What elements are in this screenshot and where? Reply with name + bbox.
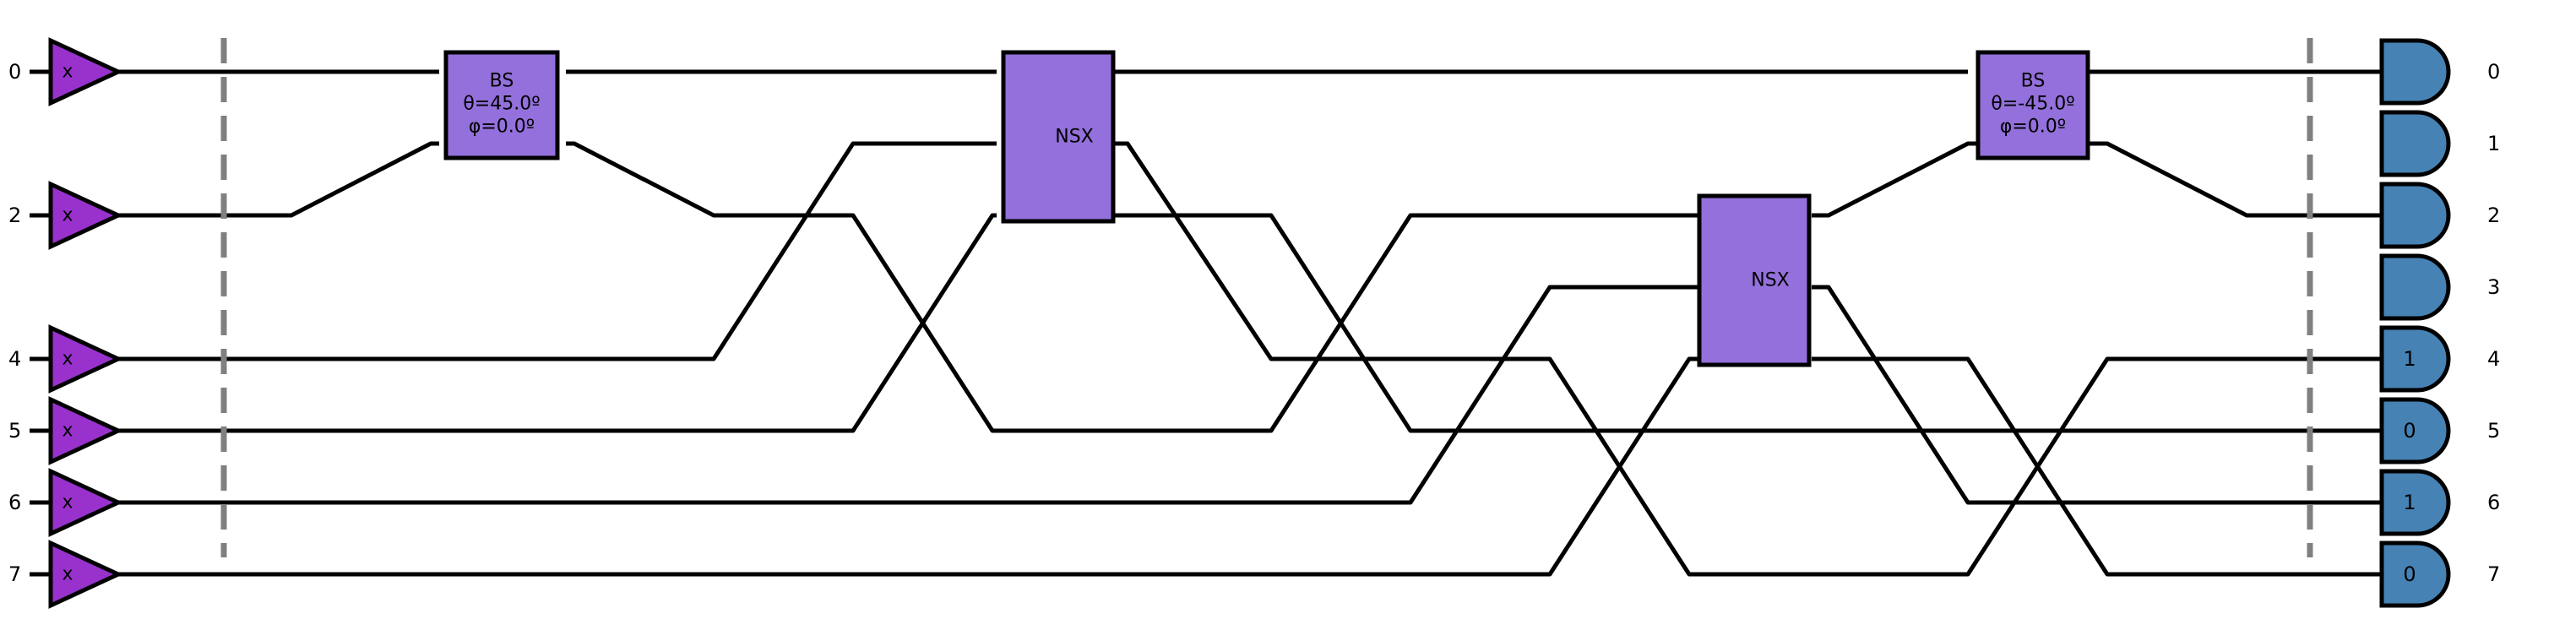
- source-mode-2[interactable]: x: [48, 181, 123, 250]
- detector-mode-5[interactable]: 0: [2379, 397, 2451, 464]
- gate-theta: θ=-45.0º: [1991, 94, 2074, 115]
- wire-nsx2-out-lower: [1812, 356, 2399, 577]
- gate-name: BS: [490, 71, 514, 92]
- wire-mode-4: [118, 141, 997, 361]
- detector-value: 0: [2403, 419, 2416, 443]
- mode-label-right: 5: [2487, 419, 2500, 443]
- wire-nsx2-out-mid: [1812, 285, 2399, 505]
- nsx-gate-2[interactable]: NSX: [1697, 193, 1812, 367]
- wires: [30, 69, 2399, 577]
- wire-nsx2-out-upper: [1812, 141, 1976, 218]
- mode-label-left: 4: [8, 347, 21, 371]
- right-mode-labels: 0 1 2 3 4 5 6 7: [2487, 60, 2500, 586]
- detector-mode-3[interactable]: [2379, 253, 2451, 321]
- wire-bs2-out-lower: [2086, 141, 2399, 218]
- mode-label-right: 0: [2487, 60, 2500, 84]
- mode-label-left: 7: [8, 562, 21, 586]
- detector-value: 0: [2403, 562, 2416, 586]
- source-label: x: [62, 564, 73, 585]
- source-label: x: [62, 205, 73, 226]
- source-mode-0[interactable]: x: [48, 37, 123, 106]
- gate-name: NSX: [1751, 270, 1790, 291]
- gate-phi: φ=0.0º: [469, 117, 535, 138]
- mode-label-left: 0: [8, 60, 21, 84]
- wire-mode-5: [118, 213, 997, 433]
- detector-value: 1: [2403, 491, 2416, 514]
- mode-label-left: 5: [8, 419, 21, 443]
- detector-mode-6[interactable]: 1: [2379, 469, 2451, 536]
- source-label: x: [62, 492, 73, 513]
- wire-bs1-out-lower: [566, 141, 1698, 433]
- wire-source-stubs: [30, 69, 51, 577]
- mode-label-right: 6: [2487, 491, 2500, 514]
- beam-splitter-gate-1[interactable]: BS θ=45.0º φ=0.0º: [443, 50, 560, 160]
- source-mode-5[interactable]: x: [48, 396, 123, 465]
- source-mode-4[interactable]: x: [48, 324, 123, 394]
- detector-mode-1[interactable]: [2379, 110, 2451, 177]
- sources: x x x x x x: [48, 37, 123, 609]
- source-label: x: [62, 421, 73, 442]
- detector-value: 1: [2403, 347, 2416, 371]
- source-mode-7[interactable]: x: [48, 540, 123, 609]
- mode-label-right: 1: [2487, 132, 2500, 155]
- mode-label-right: 3: [2487, 275, 2500, 299]
- gate-name: NSX: [1055, 127, 1094, 148]
- detector-mode-0[interactable]: [2379, 38, 2451, 106]
- gate-name: BS: [2021, 71, 2046, 92]
- mode-label-right: 7: [2487, 562, 2500, 586]
- detector-mode-2[interactable]: [2379, 182, 2451, 249]
- source-label: x: [62, 349, 73, 370]
- mode-label-left: 2: [8, 204, 21, 227]
- detector-mode-4[interactable]: 1: [2379, 325, 2451, 393]
- wire-mode-7: [118, 356, 1698, 577]
- detectors: 1 0 1 0: [2379, 38, 2451, 608]
- detector-mode-7[interactable]: 0: [2379, 541, 2451, 608]
- mode-label-right: 2: [2487, 204, 2500, 227]
- wire-mode-6: [118, 285, 1698, 505]
- left-mode-labels: 0 2 4 5 6 7: [8, 60, 21, 586]
- gate-phi: φ=0.0º: [2000, 117, 2066, 138]
- mode-label-left: 6: [8, 491, 21, 514]
- source-label: x: [62, 62, 73, 83]
- nsx-gate-1[interactable]: NSX: [1001, 50, 1116, 224]
- gate-theta: θ=45.0º: [463, 94, 540, 115]
- wire-nsx1-out-bottom: [1106, 213, 2399, 433]
- wire-mode-2-path: [118, 141, 439, 218]
- source-mode-6[interactable]: x: [48, 468, 123, 537]
- mode-label-right: 4: [2487, 347, 2500, 371]
- beam-splitter-gate-2[interactable]: BS θ=-45.0º φ=0.0º: [1975, 50, 2090, 160]
